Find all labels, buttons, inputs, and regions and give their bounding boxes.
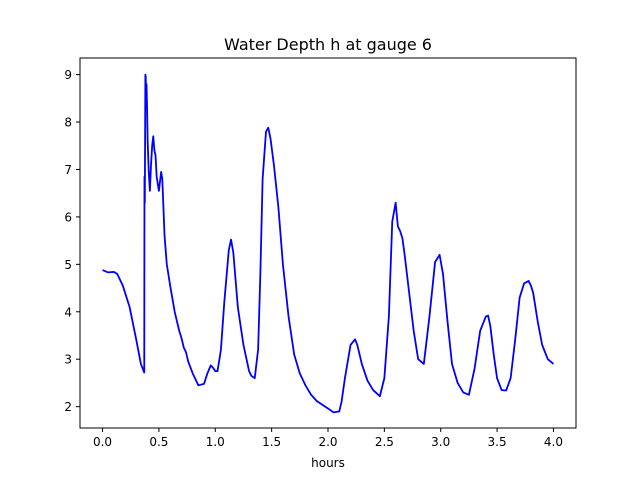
x-tick-label: 1.5: [262, 435, 281, 449]
x-tick-label: 0.0: [93, 435, 112, 449]
y-axis-ticks: 2 3 4 5 6 7 8 9: [64, 68, 80, 414]
x-axis-label: hours: [311, 456, 345, 470]
y-tick-label: 5: [64, 258, 72, 272]
y-tick-label: 6: [64, 210, 72, 224]
axes-frame: [79, 57, 577, 429]
y-tick-label: 8: [64, 116, 72, 130]
chart-title: Water Depth h at gauge 6: [224, 35, 432, 54]
plot-area: [102, 73, 555, 414]
series-line-0: [102, 73, 555, 414]
x-axis-ticks: 0.0 0.5 1.0 1.5 2.0 2.5 3.0 3.5 4.0: [93, 428, 563, 449]
x-tick-label: 2.0: [318, 435, 337, 449]
y-tick-label: 2: [64, 400, 72, 414]
y-tick-label: 4: [64, 305, 72, 319]
x-tick-label: 3.5: [488, 435, 507, 449]
x-tick-label: 4.0: [544, 435, 563, 449]
y-tick-label: 3: [64, 353, 72, 367]
y-tick-label: 9: [64, 68, 72, 82]
x-tick-label: 3.0: [431, 435, 450, 449]
y-tick-label: 7: [64, 163, 72, 177]
x-tick-label: 2.5: [375, 435, 394, 449]
x-tick-label: 1.0: [206, 435, 225, 449]
x-tick-label: 0.5: [149, 435, 168, 449]
